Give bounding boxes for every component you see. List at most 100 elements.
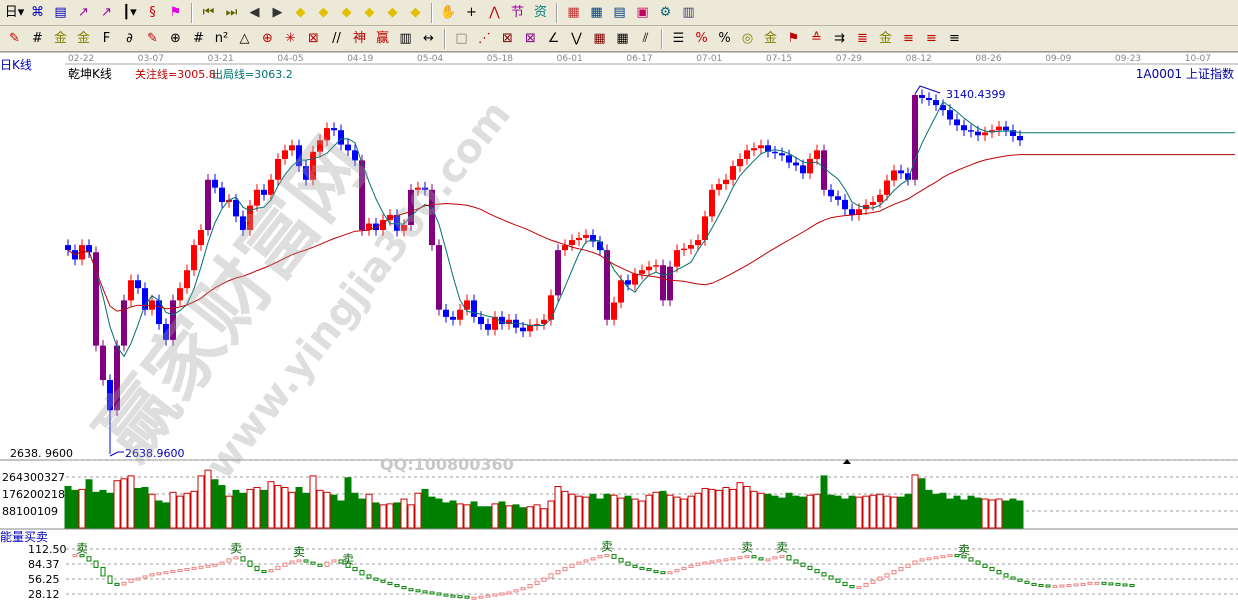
focus-line-value: 关注线=3005.8 [135, 68, 216, 81]
percent-red-icon[interactable]: % [695, 31, 708, 46]
volume-bar [386, 503, 394, 529]
formula-icon[interactable]: § [149, 5, 156, 20]
sell-signal: 卖 [776, 541, 788, 555]
circle-grid-icon[interactable]: ⊕ [170, 31, 181, 46]
f-line-icon[interactable]: F [102, 31, 111, 46]
lower-panel-title[interactable]: 能量买卖 [0, 530, 49, 544]
save-icon[interactable]: ▣ [636, 5, 649, 20]
calculator-icon[interactable]: ▦ [590, 5, 603, 20]
energy-bar [513, 589, 519, 593]
period-label[interactable]: 日K线 [0, 58, 32, 72]
last-icon[interactable]: ⏭ [225, 5, 238, 20]
volume-bar [806, 494, 814, 529]
energy-bar [618, 557, 624, 563]
candle-body [772, 151, 778, 154]
network-icon[interactable]: ⌘ [31, 5, 44, 20]
triangle-icon[interactable]: △ [239, 31, 250, 46]
expand-all-icon[interactable]: ◆ [387, 5, 398, 20]
crosshair-icon[interactable]: + [466, 5, 477, 20]
gold-stack-icon[interactable]: 金 [878, 31, 892, 46]
energy-bar [870, 579, 876, 584]
grid-icon[interactable]: # [32, 31, 43, 46]
right-arrow-icon[interactable]: ◆ [318, 5, 329, 20]
energy-bar [695, 562, 701, 566]
volume-bar [120, 478, 128, 529]
lines2-icon[interactable]: ≡ [926, 31, 937, 46]
shen-icon[interactable]: 神 [352, 31, 366, 46]
level-icon[interactable]: ≙ [811, 31, 822, 46]
candle-body [212, 179, 218, 188]
chart-3-icon[interactable]: ↗ [78, 5, 89, 20]
volume-bar [925, 489, 933, 529]
gold-line-icon[interactable]: 金 [53, 31, 67, 46]
grid-box2-icon[interactable]: ▦ [616, 31, 629, 46]
percent-icon[interactable]: % [718, 31, 731, 46]
wave-icon[interactable]: ⋁ [571, 31, 582, 46]
shrink-icon[interactable]: ◆ [364, 5, 375, 20]
date-tick: 05-04 [417, 54, 443, 64]
fan-box-icon[interactable]: ⊠ [502, 31, 513, 46]
pen-icon[interactable]: ✎ [9, 31, 20, 46]
fan-icon[interactable]: ⋰ [478, 31, 491, 46]
hash-icon[interactable]: # [193, 31, 204, 46]
draw-line-icon[interactable]: ⋀ [489, 5, 500, 20]
target-icon[interactable]: ⊕ [262, 31, 273, 46]
candle-body [723, 179, 729, 185]
expand-h-icon[interactable]: ◆ [341, 5, 352, 20]
first-icon[interactable]: ⏮ [202, 5, 215, 20]
spiral-icon[interactable]: ∂ [126, 31, 133, 46]
ruler-icon[interactable]: ▥ [399, 31, 412, 46]
n2-icon[interactable]: n² [214, 31, 229, 46]
energy-bar [268, 569, 274, 573]
energy-bar [856, 586, 862, 590]
lines3-icon[interactable]: ≡ [949, 31, 960, 46]
candle-body [506, 319, 512, 325]
notes-icon[interactable]: ▤ [613, 5, 626, 20]
pen-grid-icon[interactable]: ✎ [147, 31, 158, 46]
arrows-icon[interactable]: ⇉ [834, 31, 845, 46]
win-icon[interactable]: 赢 [375, 31, 389, 46]
gold-icon[interactable]: 金 [763, 31, 777, 46]
gold-coin-icon[interactable]: ◎ [741, 31, 754, 46]
gold-line2-icon[interactable]: 金 [76, 31, 90, 46]
volume-bar [477, 506, 485, 529]
printer-icon[interactable]: ▥ [682, 5, 695, 20]
expand-v-icon[interactable]: ◆ [410, 5, 421, 20]
grid-box-icon[interactable]: ▦ [593, 31, 606, 46]
square-web-icon[interactable]: ⊠ [308, 31, 319, 46]
energy-bar [359, 570, 365, 576]
list-icon[interactable]: ☰ [672, 31, 685, 46]
clipboard-icon[interactable]: ▤ [54, 5, 67, 20]
energy-bar [702, 561, 708, 565]
ratio-icon[interactable]: // [332, 31, 341, 46]
candle-body [793, 162, 799, 166]
candle-body [478, 316, 484, 325]
candle-body [982, 132, 988, 136]
measure-icon[interactable]: ↔ [423, 31, 434, 46]
angle-icon[interactable]: ∠ [547, 31, 560, 46]
hand-icon[interactable]: ✋ [440, 5, 457, 20]
calendar-icon[interactable]: ▦ [567, 5, 580, 20]
candle-dropdown[interactable]: ┃▾ [122, 5, 137, 20]
star-icon[interactable]: ✳ [285, 31, 296, 46]
period-day-dropdown[interactable]: 日▾ [4, 5, 25, 20]
flag-icon[interactable]: ⚑ [169, 5, 182, 20]
parallel-icon[interactable]: ⫽ [642, 31, 649, 46]
candle-body [835, 196, 841, 200]
connect-icon[interactable]: ⚙ [659, 5, 672, 20]
chart-9-icon[interactable]: ↗ [101, 5, 112, 20]
energy-bar [604, 554, 610, 558]
info-icon[interactable]: 资 [533, 5, 547, 20]
volume-bar [400, 498, 408, 529]
left-arrow-icon[interactable]: ◆ [295, 5, 306, 20]
energy-bar [289, 560, 295, 564]
box-icon[interactable]: □ [455, 31, 468, 46]
flag-red-icon[interactable]: ⚑ [787, 31, 800, 46]
fan-box2-icon[interactable]: ⊠ [525, 31, 536, 46]
gold-bars-icon[interactable]: ≣ [857, 31, 868, 46]
lines-icon[interactable]: ≡ [903, 31, 914, 46]
prev-icon[interactable]: ◀ [249, 5, 260, 20]
section-icon[interactable]: 节 [510, 5, 524, 20]
next-icon[interactable]: ▶ [272, 5, 283, 20]
